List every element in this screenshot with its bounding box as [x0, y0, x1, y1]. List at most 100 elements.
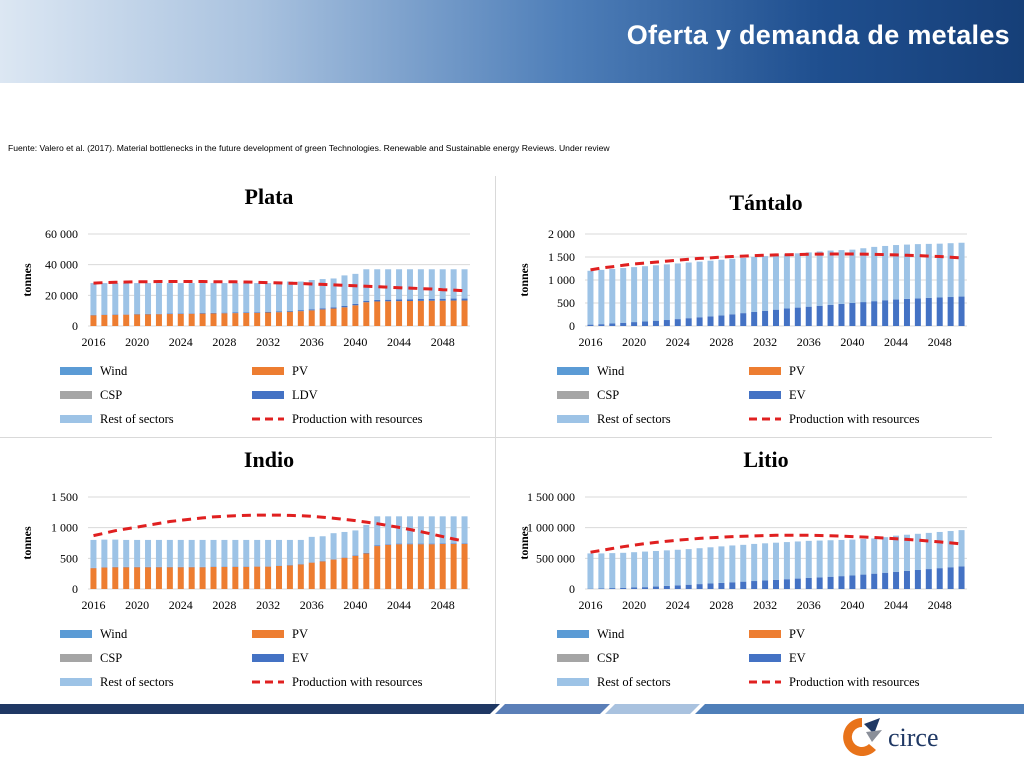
x-tick-label: 2044	[387, 598, 411, 612]
legend-swatch-wind	[557, 630, 589, 638]
legend-label: Rest of sectors	[100, 675, 174, 689]
bar-ev	[805, 577, 812, 589]
chart-panel-litio: Litio 0 500 000 1 000 000 1 500 000 tonnes 201…	[497, 439, 992, 701]
bar-ev	[849, 303, 856, 326]
bar-ev	[631, 587, 638, 589]
footer-stripe	[0, 704, 1024, 714]
bar-rest	[751, 543, 758, 582]
bar-rest	[914, 533, 921, 570]
chart-title: Tántalo	[729, 190, 802, 215]
bar-pv	[439, 543, 446, 589]
bar-ev	[385, 544, 392, 545]
bar-rest	[319, 536, 326, 562]
legend-swatch-csp	[557, 391, 589, 399]
bar-ev	[297, 310, 304, 312]
bar-pv	[450, 300, 457, 326]
bar-rest	[707, 547, 714, 584]
y-tick-label: 0	[569, 582, 575, 596]
legend-swatch-wind	[60, 367, 92, 375]
bar-pv	[275, 566, 283, 589]
bar-pv	[177, 313, 184, 326]
bar-ev	[696, 317, 703, 326]
chart-panel-plata: Plata 0 20 000 40 000 60 000 tonnes 2016 2020 20…	[0, 176, 495, 438]
bar-rest	[450, 269, 457, 299]
bar-ev	[958, 566, 965, 589]
bar-rest	[794, 253, 801, 308]
bar-rest	[827, 540, 834, 577]
bar-ev	[783, 579, 790, 589]
legend-swatch-csp	[557, 654, 589, 662]
y-tick-label: 40 000	[45, 258, 78, 272]
x-tick-label: 2040	[343, 335, 367, 349]
bar-ev	[740, 581, 747, 589]
bar-rest	[652, 550, 659, 587]
bar-rest	[925, 243, 932, 298]
bar-ev	[958, 296, 965, 326]
bar-pv	[112, 567, 119, 589]
bar-rest	[729, 545, 736, 583]
bar-ev	[232, 312, 239, 314]
bar-rest	[428, 516, 435, 544]
legend-swatch-wind	[60, 630, 92, 638]
bar-pv	[112, 314, 119, 326]
bar-rest	[893, 245, 900, 300]
bar-rest	[166, 283, 173, 314]
bar-rest	[882, 245, 889, 301]
bar-pv	[417, 300, 424, 326]
bar-rest	[642, 266, 649, 322]
x-tick-label: 2020	[622, 598, 646, 612]
bar-rest	[232, 283, 239, 313]
bar-ev	[685, 584, 692, 589]
bar-rest	[297, 281, 304, 311]
bar-pv	[385, 544, 392, 589]
bar-pv	[90, 315, 97, 326]
bar-rest	[428, 269, 435, 299]
production-line	[590, 252, 962, 272]
bar-pv	[406, 544, 413, 589]
bar-ev	[587, 324, 594, 326]
bar-pv	[374, 301, 381, 326]
x-tick-label: 2020	[125, 335, 149, 349]
bar-rest	[914, 244, 921, 299]
bar-pv	[101, 567, 108, 589]
bar-rest	[652, 265, 659, 321]
bar-pv	[166, 314, 173, 326]
bar-rest	[838, 250, 845, 304]
bar-pv	[221, 313, 228, 326]
x-tick-label: 2048	[928, 598, 952, 612]
bar-pv	[461, 300, 468, 326]
bar-ev	[199, 313, 206, 314]
bar-ev	[663, 320, 670, 326]
bar-ev	[871, 301, 878, 326]
legend-swatch-pv	[749, 367, 781, 375]
bar-ev	[936, 297, 943, 326]
bar-ev	[609, 588, 616, 589]
legend-label: CSP	[597, 388, 619, 402]
bar-ev	[871, 573, 878, 589]
bar-rest	[772, 255, 780, 310]
header-banner: Oferta y demanda de metales	[0, 0, 1024, 83]
bar-rest	[947, 243, 954, 298]
legend-swatch-rest	[60, 415, 92, 423]
bar-pv	[243, 312, 250, 326]
legend-swatch-rest	[60, 678, 92, 686]
x-tick-label: 2040	[840, 335, 864, 349]
y-axis-label: tonnes	[517, 263, 531, 297]
bar-rest	[341, 275, 348, 306]
bar-rest	[751, 257, 758, 312]
x-tick-label: 2032	[256, 598, 280, 612]
chart-title: Litio	[743, 447, 788, 472]
bar-pv	[396, 301, 403, 326]
bar-rest	[849, 249, 856, 303]
bar-rest	[210, 283, 217, 313]
legend-swatch-pv	[252, 630, 284, 638]
y-tick-label: 0	[72, 582, 78, 596]
bar-rest	[155, 539, 162, 567]
bar-ev	[363, 552, 370, 554]
x-tick-label: 2048	[431, 598, 455, 612]
bar-ev	[652, 586, 659, 589]
bar-rest	[177, 283, 184, 314]
bar-ev	[696, 584, 703, 589]
y-tick-label: 60 000	[45, 227, 78, 241]
x-tick-label: 2040	[840, 598, 864, 612]
